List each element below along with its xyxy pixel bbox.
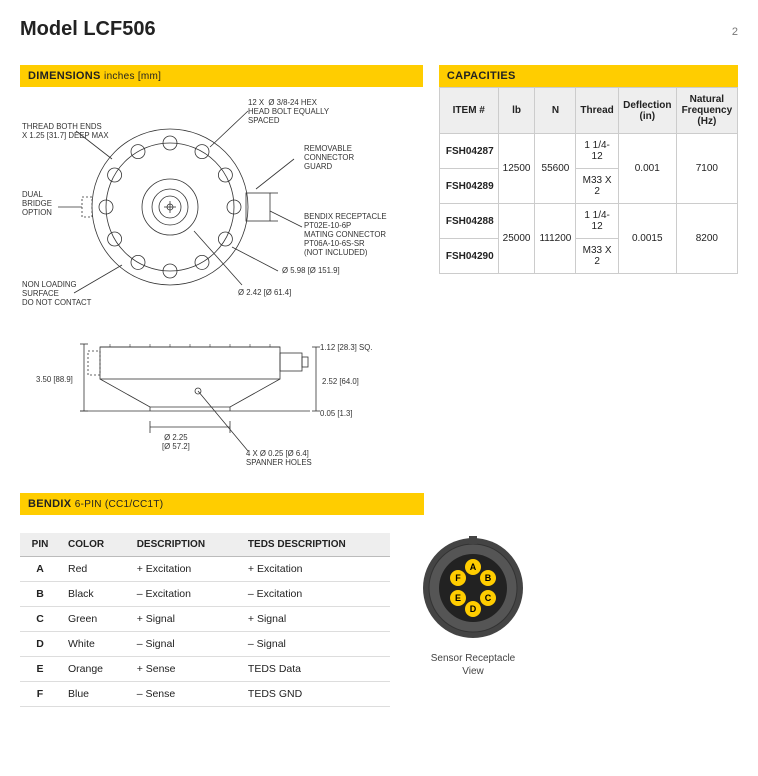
page-number: 2 — [732, 26, 738, 38]
cap-lb: 25000 — [498, 204, 535, 274]
dimensions-heading: DIMENSIONS inches [mm] — [20, 65, 423, 87]
dim-t005: 0.05 [1.3] — [320, 409, 353, 418]
cap-th-thread: Thread — [576, 88, 618, 134]
cap-freq: 8200 — [676, 204, 737, 274]
dim-sq: 1.12 [28.3] SQ. — [320, 343, 372, 352]
callout-dual-bridge: DUAL BRIDGE OPTION — [22, 191, 52, 218]
callout-d598: Ø 5.98 [Ø 151.9] — [282, 267, 340, 276]
callout-bendix: BENDIX RECEPTACLE PT02E-10-6P MATING CON… — [304, 213, 387, 258]
dimensions-diagram: 12 X Ø 3/8-24 HEX HEAD BOLT EQUALLY SPAC… — [20, 87, 423, 487]
bendix-desc: – Signal — [129, 632, 240, 657]
cap-th-defl: Deflection (in) — [618, 88, 676, 134]
svg-text:C: C — [485, 593, 492, 603]
cap-item: FSH04287 — [439, 134, 498, 169]
page-header: Model LCF506 2 — [20, 18, 738, 41]
bendix-heading: BENDIX 6-PIN (CC1/CC1T) — [20, 493, 424, 515]
cap-th-lb: lb — [498, 88, 535, 134]
bendix-teds: TEDS Data — [240, 657, 390, 682]
bendix-row: ARed+ Excitation+ Excitation — [20, 557, 390, 582]
cap-defl: 0.0015 — [618, 204, 676, 274]
bendix-teds: – Signal — [240, 632, 390, 657]
cap-th-n: N — [535, 88, 576, 134]
capacities-table: ITEM # lb N Thread Deflection (in) Natur… — [439, 87, 738, 274]
cap-item: FSH04290 — [439, 239, 498, 274]
bendix-row: BBlack– Excitation– Excitation — [20, 582, 390, 607]
dim-spanner: 4 X Ø 0.25 [Ø 6.4] SPANNER HOLES — [246, 449, 312, 467]
bendix-row: EOrange+ SenseTEDS Data — [20, 657, 390, 682]
cap-thread: M33 X 2 — [576, 169, 618, 204]
dim-h350: 3.50 [88.9] — [36, 375, 73, 384]
bendix-th-desc: DESCRIPTION — [129, 533, 240, 557]
callout-thread-ends: THREAD BOTH ENDS X 1.25 [31.7] DEEP MAX — [22, 123, 109, 141]
bendix-desc: + Excitation — [129, 557, 240, 582]
callout-d242: Ø 2.42 [Ø 61.4] — [238, 289, 291, 298]
cap-n: 55600 — [535, 134, 576, 204]
bendix-row: FBlue– SenseTEDS GND — [20, 682, 390, 707]
bendix-color: Green — [60, 607, 129, 632]
bendix-pin: C — [20, 607, 60, 632]
cap-thread: M33 X 2 — [576, 239, 618, 274]
bendix-pin: D — [20, 632, 60, 657]
cap-defl: 0.001 — [618, 134, 676, 204]
bendix-color: Black — [60, 582, 129, 607]
bendix-th-teds: TEDS DESCRIPTION — [240, 533, 390, 557]
connector-figure: ABCDEF Sensor Receptacle View — [418, 533, 528, 678]
bendix-heading-text: BENDIX — [28, 498, 71, 510]
svg-text:B: B — [485, 573, 492, 583]
svg-text:F: F — [455, 573, 461, 583]
cap-thread: 1 1/4-12 — [576, 134, 618, 169]
bendix-color: Red — [60, 557, 129, 582]
bendix-color: Blue — [60, 682, 129, 707]
cap-th-freq: Natural Frequency (Hz) — [676, 88, 737, 134]
bendix-pin: E — [20, 657, 60, 682]
cap-lb: 12500 — [498, 134, 535, 204]
bendix-desc: + Signal — [129, 607, 240, 632]
bendix-teds: + Excitation — [240, 557, 390, 582]
bendix-desc: – Sense — [129, 682, 240, 707]
cap-th-item: ITEM # — [439, 88, 498, 134]
dim-d225: Ø 2.25 [Ø 57.2] — [162, 433, 190, 451]
cap-n: 111200 — [535, 204, 576, 274]
bendix-row: DWhite– Signal– Signal — [20, 632, 390, 657]
bendix-subheading: 6-PIN (CC1/CC1T) — [75, 499, 164, 510]
cap-item: FSH04288 — [439, 204, 498, 239]
bendix-section: PIN COLOR DESCRIPTION TEDS DESCRIPTION A… — [20, 533, 738, 707]
page-title: Model LCF506 — [20, 18, 156, 41]
bendix-th-color: COLOR — [60, 533, 129, 557]
dimensions-subheading: inches [mm] — [104, 71, 161, 82]
cap-item: FSH04289 — [439, 169, 498, 204]
bendix-teds: – Excitation — [240, 582, 390, 607]
bendix-pin: A — [20, 557, 60, 582]
bendix-teds: TEDS GND — [240, 682, 390, 707]
cap-freq: 7100 — [676, 134, 737, 204]
connector-icon: ABCDEF — [418, 533, 528, 643]
dimensions-heading-text: DIMENSIONS — [28, 70, 101, 82]
bendix-desc: + Sense — [129, 657, 240, 682]
cap-thread: 1 1/4-12 — [576, 204, 618, 239]
callout-bolt: 12 X Ø 3/8-24 HEX HEAD BOLT EQUALLY SPAC… — [248, 99, 329, 126]
bendix-desc: – Excitation — [129, 582, 240, 607]
bendix-color: White — [60, 632, 129, 657]
bendix-teds: + Signal — [240, 607, 390, 632]
capacities-heading: CAPACITIES — [439, 65, 738, 87]
callout-nonload: NON LOADING SURFACE DO NOT CONTACT — [22, 281, 91, 308]
dim-h252: 2.52 [64.0] — [322, 377, 359, 386]
main-layout: DIMENSIONS inches [mm] — [20, 65, 738, 487]
bendix-color: Orange — [60, 657, 129, 682]
svg-text:E: E — [455, 593, 461, 603]
connector-caption: Sensor Receptacle View — [418, 652, 528, 678]
svg-text:D: D — [470, 604, 477, 614]
capacities-heading-text: CAPACITIES — [447, 70, 516, 82]
bendix-row: CGreen+ Signal+ Signal — [20, 607, 390, 632]
svg-text:A: A — [470, 562, 477, 572]
bendix-pin: F — [20, 682, 60, 707]
bendix-table: PIN COLOR DESCRIPTION TEDS DESCRIPTION A… — [20, 533, 390, 707]
callout-guard: REMOVABLE CONNECTOR GUARD — [304, 145, 354, 172]
bendix-th-pin: PIN — [20, 533, 60, 557]
bendix-pin: B — [20, 582, 60, 607]
